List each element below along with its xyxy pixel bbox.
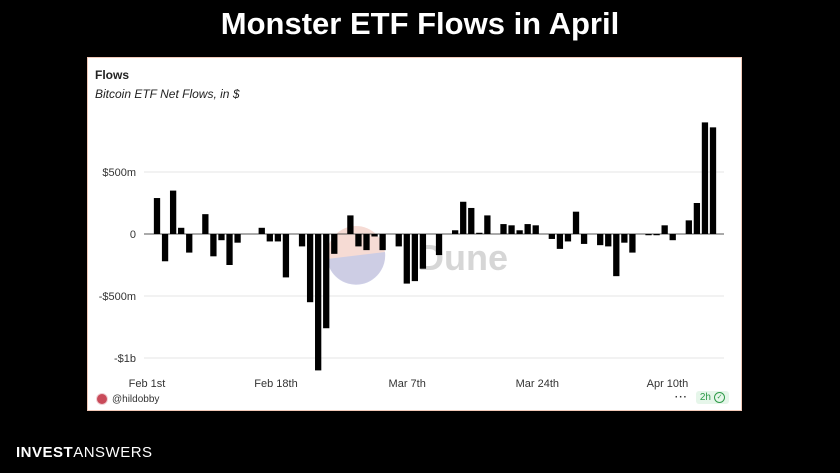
bar-51 (564, 234, 572, 242)
bar-68 (701, 122, 709, 234)
bar-18 (298, 234, 306, 247)
bar-39 (468, 207, 475, 234)
y-tick-label: $500m (102, 167, 136, 179)
bar-45 (516, 230, 523, 234)
bar-61 (645, 234, 652, 236)
bar-9 (226, 234, 233, 265)
bar-7 (210, 234, 217, 257)
bar-53 (580, 234, 588, 244)
check-circle-icon: ✓ (714, 392, 725, 403)
bar-55 (597, 234, 604, 246)
card-actions: ··· 2h ✓ (675, 391, 729, 404)
author-credit[interactable]: @hildobby (96, 393, 159, 405)
bar-13 (258, 227, 265, 234)
bar-8 (218, 234, 225, 241)
bar-19 (306, 234, 314, 303)
y-tick-label: -$500m (99, 291, 136, 303)
bar-56 (605, 234, 612, 247)
bar-67 (693, 203, 701, 234)
bar-27 (371, 234, 378, 237)
chart-card: Flows Bitcoin ETF Net Flows, in $ Dune $… (87, 57, 742, 411)
bar-22 (331, 234, 338, 254)
bar-32 (411, 234, 418, 282)
bar-35 (435, 234, 443, 256)
chart-subtitle: Bitcoin ETF Net Flows, in $ (95, 87, 240, 101)
bar-21 (323, 234, 330, 329)
bar-44 (508, 225, 515, 234)
bar-58 (621, 234, 628, 243)
brand-logo: INVESTANSWERS (16, 444, 153, 461)
bar-20 (315, 234, 322, 371)
bar-25 (355, 234, 362, 247)
bar-50 (556, 234, 564, 249)
bar-16 (282, 234, 290, 278)
more-options-icon[interactable]: ··· (674, 392, 688, 403)
bar-28 (379, 234, 386, 251)
brand-light: ANSWERS (73, 444, 153, 461)
refresh-time: 2h (699, 392, 711, 403)
dune-watermark: Dune (327, 226, 508, 285)
bar-33 (419, 234, 427, 269)
bar-49 (548, 234, 555, 239)
bar-26 (363, 234, 370, 251)
bar-41 (484, 215, 491, 234)
bar-4 (186, 234, 193, 253)
bar-24 (347, 215, 354, 234)
watermark-text: Dune (418, 237, 508, 278)
refresh-badge[interactable]: 2h ✓ (695, 391, 729, 404)
bar-0 (153, 198, 161, 234)
bar-30 (395, 234, 402, 247)
chart-title: Flows (95, 68, 130, 82)
bar-57 (613, 234, 620, 277)
bar-40 (476, 232, 483, 234)
brand-bold: INVEST (16, 444, 74, 461)
y-tick-label: 0 (130, 229, 136, 241)
bar-31 (403, 234, 410, 284)
bar-46 (524, 224, 531, 234)
bar-69 (709, 127, 717, 234)
y-tick-label: -$1b (114, 353, 136, 365)
bar-59 (629, 234, 636, 253)
bar-3 (178, 227, 185, 234)
author-avatar (96, 393, 108, 405)
bar-47 (532, 225, 539, 234)
x-tick-label: Apr 10th (647, 378, 689, 390)
headline: Monster ETF Flows in April (220, 6, 620, 41)
bar-66 (685, 220, 692, 234)
bar-37 (452, 230, 459, 234)
bar-52 (572, 211, 580, 234)
bar-63 (661, 225, 668, 234)
bar-14 (266, 234, 273, 242)
bar-38 (460, 201, 467, 234)
x-tick-label: Feb 1st (129, 378, 166, 390)
bar-64 (669, 234, 676, 241)
x-tick-label: Feb 18th (254, 378, 297, 390)
bar-1 (161, 234, 169, 262)
author-handle: @hildobby (112, 393, 160, 405)
x-tick-label: Mar 24th (516, 378, 559, 390)
bar-6 (202, 214, 209, 234)
bar-10 (234, 234, 241, 243)
bar-2 (169, 190, 177, 234)
x-tick-label: Mar 7th (389, 378, 426, 390)
bar-15 (274, 234, 282, 242)
bar-43 (500, 224, 507, 234)
bar-chart: Dune $500m 0 -$500m -$1b Feb 1st Feb 18th Mar… (99, 122, 724, 390)
bar-62 (653, 234, 660, 236)
